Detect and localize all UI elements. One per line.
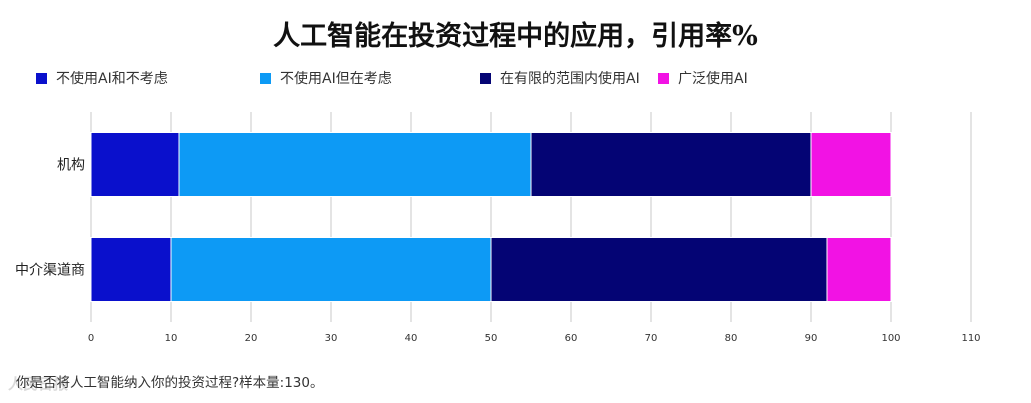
x-tick-label-0: 0 (88, 333, 94, 344)
legend-item-3: 在有限的范围内使用AI (480, 68, 640, 88)
x-tick-label-90: 90 (805, 333, 818, 344)
category-label-1: 机构 (57, 158, 85, 174)
x-tick-label-100: 100 (881, 333, 900, 344)
bar-1-series-1 (90, 132, 180, 197)
bar-1-series-4 (810, 132, 892, 197)
x-tick-label-30: 30 (325, 333, 338, 344)
bar-2-series-4 (826, 237, 892, 302)
legend-swatch-2 (260, 72, 271, 84)
chart-title: 人工智能在投资过程中的应用，引用率% (273, 21, 758, 52)
x-tick-label-60: 60 (565, 333, 578, 344)
x-tick-label-50: 50 (485, 333, 498, 344)
legend-label-2: 不使用AI但在考虑 (280, 71, 392, 87)
bar-2-series-1 (90, 237, 172, 302)
legend-item-1: 不使用AI和不考虑 (36, 68, 168, 88)
legend-label-4: 广泛使用AI (678, 71, 748, 87)
legend-label-1: 不使用AI和不考虑 (56, 71, 168, 87)
x-tick-label-20: 20 (245, 333, 258, 344)
legend-item-2: 不使用AI但在考虑 (260, 68, 392, 88)
legend-swatch-3 (480, 72, 491, 84)
chart-legend: 不使用AI和不考虑 不使用AI但在考虑 在有限的范围内使用AI 广泛使用AI (30, 68, 1010, 88)
x-tick-label-110: 110 (961, 333, 980, 344)
bar-2-series-3 (490, 237, 828, 302)
chart-footnote: 你是否将人工智能纳入你的投资过程?样本量:130。 (16, 375, 324, 391)
x-tick-label-40: 40 (405, 333, 418, 344)
bar-1-series-3 (530, 132, 812, 197)
legend-item-4: 广泛使用AI (658, 68, 748, 88)
legend-swatch-4 (658, 72, 669, 84)
x-tick-label-80: 80 (725, 333, 738, 344)
category-label-2: 中介渠道商 (15, 263, 85, 279)
legend-label-3: 在有限的范围内使用AI (500, 71, 640, 87)
bar-2-series-2 (170, 237, 492, 302)
watermark-text: 人民日报 (8, 375, 69, 393)
x-tick-label-70: 70 (645, 333, 658, 344)
x-tick-label-10: 10 (165, 333, 178, 344)
bar-1-series-2 (178, 132, 532, 197)
legend-swatch-1 (36, 72, 47, 84)
